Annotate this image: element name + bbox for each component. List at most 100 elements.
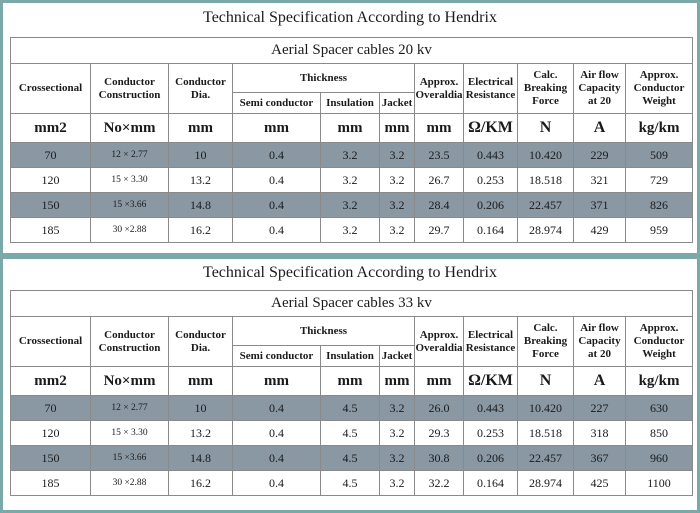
table-cell: 227 bbox=[573, 395, 626, 421]
table-cell: 630 bbox=[624, 395, 694, 421]
table-cell: 70 bbox=[10, 395, 91, 421]
table-cell: 30.8 bbox=[414, 445, 464, 471]
table-cell: 22.457 bbox=[517, 192, 574, 218]
table-row: 150 15 ×3.66 14.8 0.4 3.2 3.2 28.4 0.206 22.457 3… bbox=[10, 192, 694, 218]
header-semi-conductor: Semi conductor bbox=[232, 345, 321, 367]
table-cell: 850 bbox=[624, 420, 694, 446]
header-insulation: Insulation bbox=[320, 345, 380, 367]
table-cell: 0.4 bbox=[232, 445, 321, 471]
table-cell: 0.206 bbox=[463, 445, 518, 471]
table-cell: 10.420 bbox=[517, 142, 574, 168]
table-cell: 3.2 bbox=[320, 192, 380, 218]
unit-cell: kg/km bbox=[624, 113, 694, 143]
table-cell: 16.2 bbox=[168, 470, 233, 496]
table-caption: Aerial Spacer cables 20 kv bbox=[9, 37, 694, 64]
table-cell: 29.7 bbox=[414, 217, 464, 243]
table-cell: 0.4 bbox=[232, 395, 321, 421]
table-cell: 3.2 bbox=[379, 470, 415, 496]
spec-rows-33kv: 70 12 × 2.77 10 0.4 4.5 3.2 26.0 0.443 10.420 227… bbox=[10, 395, 694, 496]
table-cell: 959 bbox=[624, 217, 694, 243]
table-cell: 0.4 bbox=[232, 217, 321, 243]
table-row: 120 15 × 3.30 13.2 0.4 3.2 3.2 26.7 0.253 18.518… bbox=[10, 167, 694, 193]
table-cell: 371 bbox=[573, 192, 626, 218]
unit-cell: A bbox=[573, 113, 626, 143]
table-cell: 0.443 bbox=[463, 142, 518, 168]
table-cell: 22.457 bbox=[517, 445, 574, 471]
table-cell: 13.2 bbox=[168, 420, 233, 446]
header-conductor-dia: Conductor Dia. bbox=[168, 63, 233, 114]
table-cell: 318 bbox=[573, 420, 626, 446]
unit-cell: mm bbox=[379, 113, 415, 143]
spec-title: Technical Specification According to Hen… bbox=[203, 9, 497, 26]
header-overall-dia: Approx. Overaldia bbox=[414, 316, 464, 367]
table-cell: 150 bbox=[10, 445, 91, 471]
table-cell: 18.518 bbox=[517, 167, 574, 193]
header-semi-conductor: Semi conductor bbox=[232, 92, 321, 114]
table-cell: 150 bbox=[10, 192, 91, 218]
header-crossectional: Crossectional bbox=[10, 316, 91, 367]
header-overall-dia: Approx. Overaldia bbox=[414, 63, 464, 114]
table-cell: 15 ×3.66 bbox=[90, 445, 169, 471]
header-insulation: Insulation bbox=[320, 92, 380, 114]
table-cell: 3.2 bbox=[379, 142, 415, 168]
unit-cell: mm bbox=[168, 113, 233, 143]
table-cell: 0.443 bbox=[463, 395, 518, 421]
spec-panel-33kv: Technical Specification According to Hen… bbox=[0, 256, 700, 513]
header-electrical-resistance: Electrical Resistance bbox=[463, 316, 518, 367]
table-cell: 32.2 bbox=[414, 470, 464, 496]
header-thickness: Thickness bbox=[232, 316, 415, 346]
table-cell: 729 bbox=[624, 167, 694, 193]
table-cell: 15 ×3.66 bbox=[90, 192, 169, 218]
table-row: 70 12 × 2.77 10 0.4 3.2 3.2 23.5 0.443 10.420 229… bbox=[10, 142, 694, 168]
unit-cell: Ω/KM bbox=[463, 113, 518, 143]
table-cell: 321 bbox=[573, 167, 626, 193]
table-cell: 14.8 bbox=[168, 445, 233, 471]
spec-panel-20kv: Technical Specification According to Hen… bbox=[0, 0, 700, 256]
table-cell: 429 bbox=[573, 217, 626, 243]
spec-rows-20kv: 70 12 × 2.77 10 0.4 3.2 3.2 23.5 0.443 10.420 229… bbox=[10, 142, 694, 243]
table-cell: 13.2 bbox=[168, 167, 233, 193]
table-cell: 0.164 bbox=[463, 470, 518, 496]
table-cell: 3.2 bbox=[379, 167, 415, 193]
unit-cell: A bbox=[573, 366, 626, 396]
table-cell: 0.4 bbox=[232, 167, 321, 193]
table-cell: 15 × 3.30 bbox=[90, 167, 169, 193]
table-cell: 12 × 2.77 bbox=[90, 142, 169, 168]
table-cell: 70 bbox=[10, 142, 91, 168]
unit-cell: No×mm bbox=[90, 366, 169, 396]
table-cell: 3.2 bbox=[379, 395, 415, 421]
unit-cell: N bbox=[517, 113, 574, 143]
unit-cell: mm bbox=[232, 366, 321, 396]
table-cell: 10 bbox=[168, 395, 233, 421]
table-cell: 30 ×2.88 bbox=[90, 217, 169, 243]
unit-cell: mm bbox=[232, 113, 321, 143]
table-cell: 185 bbox=[10, 217, 91, 243]
table-cell: 3.2 bbox=[320, 142, 380, 168]
table-cell: 4.5 bbox=[320, 470, 380, 496]
table-cell: 4.5 bbox=[320, 445, 380, 471]
table-cell: 0.4 bbox=[232, 470, 321, 496]
header-thickness: Thickness bbox=[232, 63, 415, 93]
table-cell: 1100 bbox=[624, 470, 694, 496]
table-cell: 0.4 bbox=[232, 420, 321, 446]
table-cell: 0.253 bbox=[463, 420, 518, 446]
header-conductor-construction: Conductor Construction bbox=[90, 63, 169, 114]
header-air-flow: Air flow Capacity at 20 bbox=[573, 316, 626, 367]
table-cell: 0.4 bbox=[232, 142, 321, 168]
unit-cell: mm bbox=[320, 113, 380, 143]
table-cell: 185 bbox=[10, 470, 91, 496]
table-cell: 28.974 bbox=[517, 470, 574, 496]
spec-title: Technical Specification According to Hen… bbox=[203, 264, 497, 281]
header-crossectional: Crossectional bbox=[10, 63, 91, 114]
unit-cell: mm bbox=[168, 366, 233, 396]
table-cell: 0.206 bbox=[463, 192, 518, 218]
table-cell: 3.2 bbox=[320, 167, 380, 193]
spec-table-20kv: Aerial Spacer cables 20 kv Crossectional… bbox=[9, 37, 694, 243]
unit-cell: Ω/KM bbox=[463, 366, 518, 396]
table-cell: 30 ×2.88 bbox=[90, 470, 169, 496]
unit-cell: No×mm bbox=[90, 113, 169, 143]
header-conductor-dia: Conductor Dia. bbox=[168, 316, 233, 367]
table-cell: 28.4 bbox=[414, 192, 464, 218]
table-cell: 26.0 bbox=[414, 395, 464, 421]
header-breaking-force: Calc. Breaking Force bbox=[517, 63, 574, 114]
